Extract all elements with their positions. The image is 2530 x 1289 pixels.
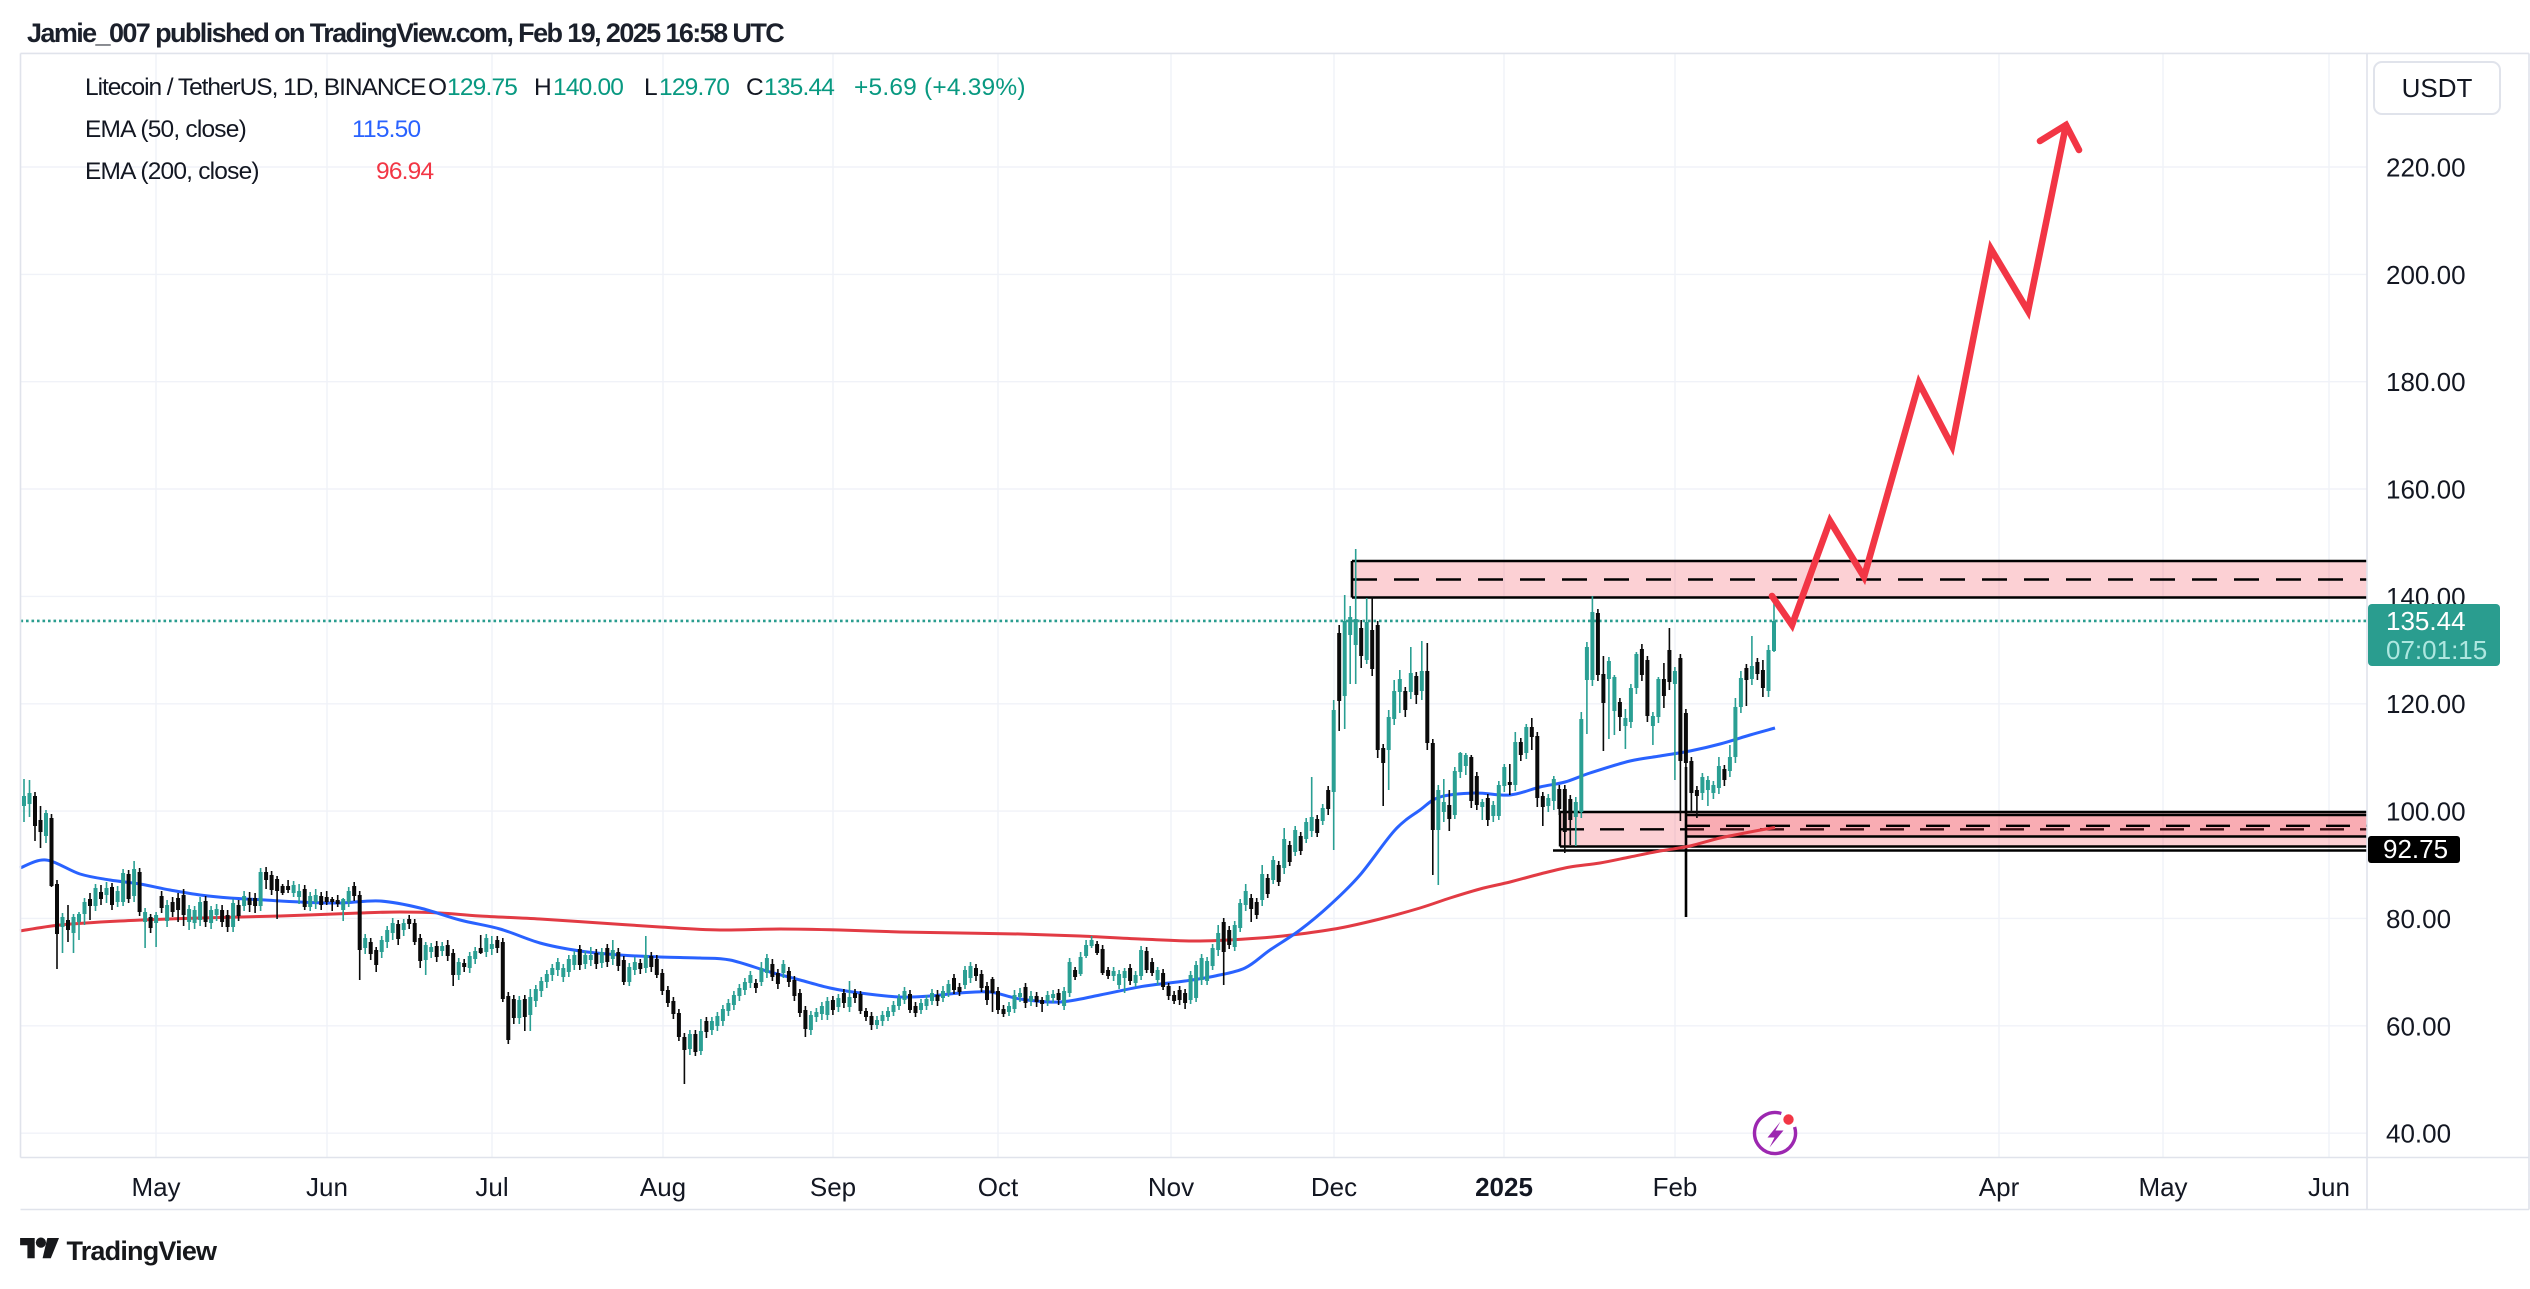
svg-text:May: May (131, 1172, 180, 1202)
svg-text:EMA (50, close): EMA (50, close) (85, 116, 246, 143)
svg-text:60.00: 60.00 (2386, 1011, 2451, 1041)
svg-text:+5.69 (+4.39%): +5.69 (+4.39%) (854, 74, 1026, 101)
svg-text:EMA (200, close): EMA (200, close) (85, 158, 259, 185)
svg-text:Sep: Sep (810, 1172, 856, 1202)
svg-text:Nov: Nov (1148, 1172, 1194, 1202)
svg-text:100.00: 100.00 (2386, 797, 2466, 827)
svg-text:160.00: 160.00 (2386, 475, 2466, 505)
svg-text:200.00: 200.00 (2386, 260, 2466, 290)
svg-text:220.00: 220.00 (2386, 153, 2466, 183)
svg-text:Apr: Apr (1979, 1172, 2020, 1202)
svg-text:L: L (644, 74, 658, 101)
svg-text:2025: 2025 (1475, 1172, 1533, 1202)
svg-text:Feb: Feb (1653, 1172, 1698, 1202)
svg-text:129.75: 129.75 (447, 74, 517, 101)
svg-text:140.00: 140.00 (553, 74, 623, 101)
svg-text:C: C (746, 74, 764, 101)
svg-text:Oct: Oct (978, 1172, 1019, 1202)
svg-text:135.44: 135.44 (2386, 606, 2466, 636)
svg-text:40.00: 40.00 (2386, 1119, 2451, 1149)
svg-text:O: O (428, 74, 447, 101)
svg-text:07:01:15: 07:01:15 (2386, 635, 2487, 665)
svg-text:92.75: 92.75 (2383, 834, 2448, 864)
svg-text:Jun: Jun (306, 1172, 348, 1202)
svg-text:180.00: 180.00 (2386, 367, 2466, 397)
svg-text:Litecoin / TetherUS, 1D, BINAN: Litecoin / TetherUS, 1D, BINANCE (85, 74, 426, 101)
svg-text:Jamie_007 published on Trading: Jamie_007 published on TradingView.com, … (27, 18, 784, 48)
svg-text:USDT: USDT (2402, 73, 2473, 103)
svg-text:115.50: 115.50 (352, 116, 420, 143)
svg-text:May: May (2138, 1172, 2187, 1202)
svg-text:Dec: Dec (1311, 1172, 1357, 1202)
svg-text:TradingView: TradingView (67, 1236, 219, 1266)
svg-text:96.94: 96.94 (376, 158, 433, 185)
svg-text:Jul: Jul (475, 1172, 508, 1202)
svg-text:H: H (534, 74, 552, 101)
svg-text:Aug: Aug (640, 1172, 686, 1202)
svg-text:80.00: 80.00 (2386, 904, 2451, 934)
svg-text:Jun: Jun (2308, 1172, 2350, 1202)
svg-text:120.00: 120.00 (2386, 689, 2466, 719)
svg-text:135.44: 135.44 (764, 74, 834, 101)
svg-text:129.70: 129.70 (659, 74, 729, 101)
